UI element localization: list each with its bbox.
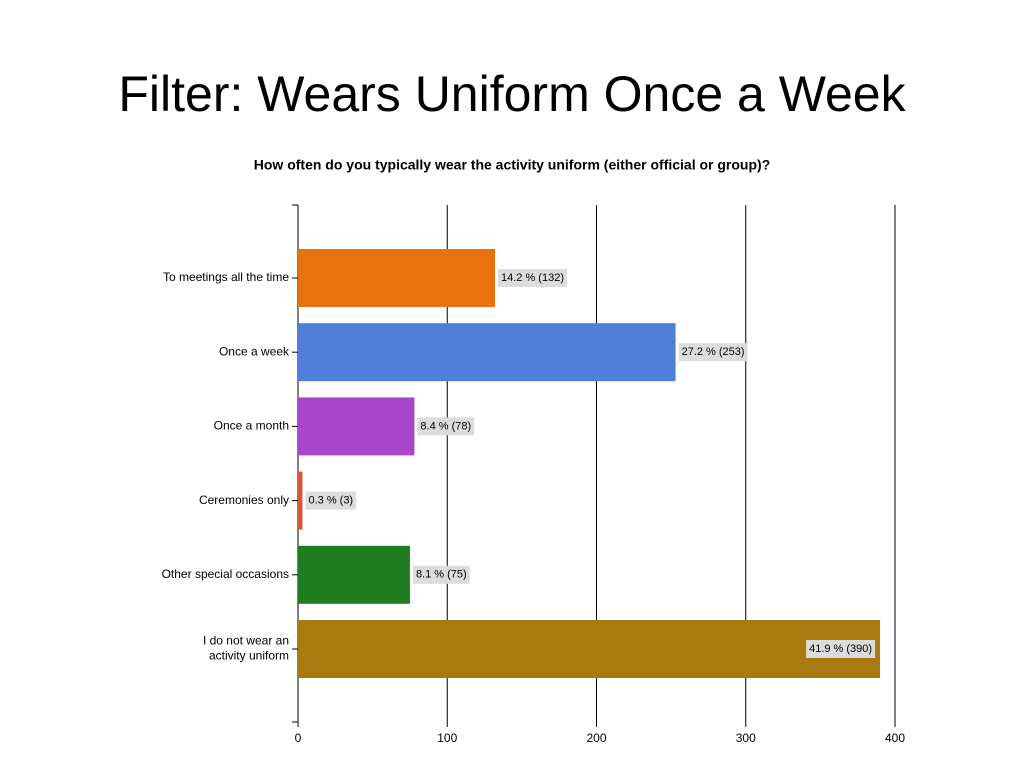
y-tick-label: Ceremonies only	[199, 493, 289, 507]
value-label: 14.2 % (132)	[501, 272, 564, 284]
bar	[298, 249, 496, 307]
value-label: 41.9 % (390)	[809, 643, 872, 655]
y-tick-label: I do not wear an activity uniform	[203, 634, 289, 663]
value-label-bg	[412, 565, 470, 584]
value-label: 8.1 % (75)	[416, 569, 467, 581]
chart-title: How often do you typically wear the acti…	[254, 157, 771, 173]
bar	[298, 471, 303, 530]
value-label-bg	[417, 417, 475, 436]
x-tick-label: 200	[586, 731, 606, 745]
x-tick-label: 100	[437, 731, 457, 745]
y-tick-label: To meetings all the time	[163, 270, 289, 284]
bar	[298, 545, 410, 604]
y-tick-label: Once a month	[214, 419, 289, 433]
value-label-bg	[806, 640, 876, 658]
value-label: 8.4 % (78)	[420, 420, 471, 432]
bar	[298, 323, 676, 382]
value-label: 0.3 % (3)	[308, 495, 353, 507]
x-tick-label: 300	[736, 731, 756, 745]
value-label-bg	[498, 269, 567, 287]
value-label-bg	[678, 343, 748, 362]
value-label-bg	[305, 491, 357, 510]
value-label: 27.2 % (253)	[682, 346, 745, 358]
y-tick-label: Once a week	[219, 344, 290, 358]
x-tick-label: 400	[885, 731, 905, 745]
bar	[298, 620, 881, 678]
bar	[298, 397, 415, 456]
x-tick-label: 0	[295, 731, 302, 745]
slide-title: Filter: Wears Uniform Once a Week	[118, 66, 906, 122]
y-tick-label: Other special occasions	[162, 567, 289, 581]
